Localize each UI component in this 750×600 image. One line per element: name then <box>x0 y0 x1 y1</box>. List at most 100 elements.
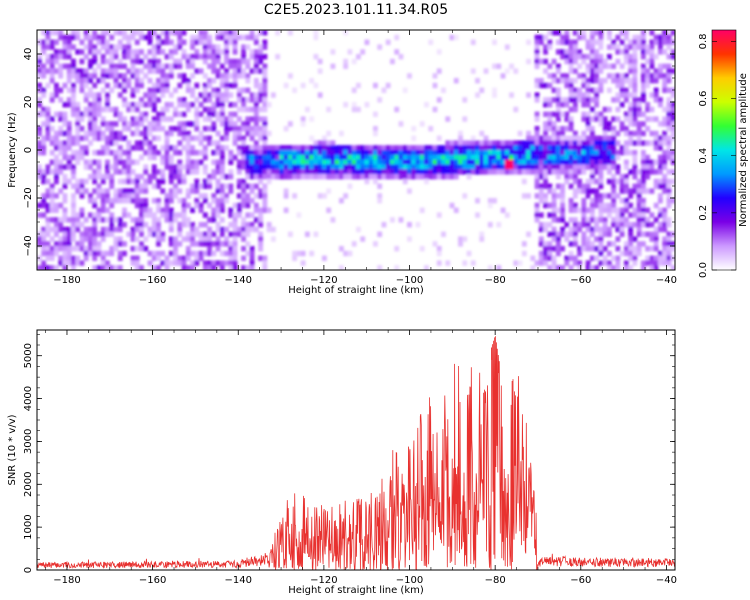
heatmap-cell <box>190 207 195 213</box>
heatmap-cell <box>615 106 621 113</box>
heatmap-cell <box>190 183 195 189</box>
heatmap-cell <box>534 212 540 218</box>
heatmap-cell <box>58 49 64 55</box>
heatmap-cell <box>475 198 480 204</box>
heatmap-cell <box>190 159 195 165</box>
heatmap-cell <box>202 126 208 132</box>
heatmap-cell <box>109 174 115 180</box>
heatmap-cell <box>657 63 663 69</box>
heatmap-cell <box>219 241 225 247</box>
heatmap-cell <box>185 102 191 108</box>
heatmap-cell <box>62 140 68 146</box>
heatmap-cell <box>126 193 132 199</box>
heatmap-cell <box>113 49 119 55</box>
heatmap-cell <box>130 116 136 122</box>
heatmap-cell <box>364 150 370 156</box>
heatmap-cell <box>41 178 47 185</box>
heatmap-cell <box>602 116 608 122</box>
heatmap-cell <box>496 140 502 146</box>
heatmap-cell <box>543 44 548 50</box>
heatmap-cell <box>479 130 485 137</box>
heatmap-cell <box>62 250 68 257</box>
heatmap-cell <box>45 121 51 127</box>
heatmap-cell <box>41 231 47 237</box>
heatmap-cell <box>619 145 625 151</box>
heatmap-cell <box>173 145 178 151</box>
heatmap-cell <box>130 236 136 242</box>
heatmap-cell <box>49 54 55 60</box>
heatmap-cell <box>666 255 672 261</box>
heatmap-cell <box>500 145 506 151</box>
heatmap-cell <box>513 159 519 165</box>
heatmap-cell <box>611 135 617 141</box>
heatmap-cell <box>211 250 217 257</box>
heatmap-cell <box>173 255 178 261</box>
heatmap-cell <box>160 111 166 117</box>
heatmap-cell <box>649 140 655 146</box>
heatmap-cell <box>632 68 638 74</box>
heatmap-cell <box>262 150 268 156</box>
heatmap-cell <box>619 73 625 79</box>
heatmap-cell <box>79 183 85 189</box>
heatmap-cell <box>236 231 242 237</box>
heatmap-cell <box>615 207 621 213</box>
heatmap-cell <box>92 217 98 223</box>
heatmap-cell <box>611 116 617 122</box>
heatmap-cell <box>543 159 548 165</box>
heatmap-cell <box>538 255 544 261</box>
heatmap-cell <box>640 150 646 156</box>
heatmap-cell <box>66 135 72 141</box>
heatmap-cell <box>560 207 566 213</box>
heatmap-cell <box>602 159 608 165</box>
heatmap-cell <box>54 135 59 141</box>
heatmap-cell <box>266 207 272 213</box>
heatmap-cell <box>83 54 89 60</box>
heatmap-cell <box>130 49 136 55</box>
heatmap-cell <box>181 178 187 185</box>
heatmap-cell <box>666 97 672 103</box>
heatmap-cell <box>262 54 268 60</box>
heatmap-cell <box>619 82 625 89</box>
heatmap-cell <box>228 241 234 247</box>
heatmap-cell <box>66 97 72 103</box>
heatmap-cell <box>424 265 429 270</box>
heatmap-cell <box>58 202 64 209</box>
heatmap-cell <box>151 97 157 103</box>
heatmap-cell <box>623 87 629 93</box>
heatmap-cell <box>589 164 595 170</box>
heatmap-cell <box>219 106 225 113</box>
heatmap-cell <box>83 226 89 233</box>
heatmap-cell <box>83 97 89 103</box>
heatmap-cell <box>236 68 242 74</box>
heatmap-cell <box>666 250 672 257</box>
heatmap-cell <box>568 87 574 93</box>
heatmap-cell <box>623 183 629 189</box>
heatmap-cell <box>219 217 225 223</box>
heatmap-cell <box>185 154 191 161</box>
heatmap-cell <box>143 111 149 117</box>
x-tick-label: −80 <box>485 575 506 586</box>
heatmap-cell <box>71 246 76 252</box>
heatmap-cell <box>194 226 200 233</box>
heatmap-cell <box>653 159 659 165</box>
heatmap-cell <box>262 159 268 165</box>
heatmap-cell <box>513 68 519 74</box>
heatmap-cell <box>636 106 642 113</box>
heatmap-cell <box>211 140 217 146</box>
heatmap-cell <box>628 135 634 141</box>
heatmap-cell <box>577 150 583 156</box>
heatmap-cell <box>619 121 625 127</box>
heatmap-cell <box>105 140 110 146</box>
heatmap-cell <box>58 126 64 132</box>
heatmap-cell <box>534 145 540 151</box>
heatmap-cell <box>496 145 502 151</box>
heatmap-cell <box>653 135 659 141</box>
heatmap-cell <box>564 34 570 41</box>
heatmap-cell <box>253 159 259 165</box>
colorbar-frame <box>711 29 737 271</box>
heatmap-cell <box>657 97 663 103</box>
heatmap-cell <box>224 226 229 233</box>
colorbar-tick-label: 0.6 <box>698 91 709 107</box>
heatmap-cell <box>666 116 672 122</box>
heatmap-cell <box>117 236 123 242</box>
